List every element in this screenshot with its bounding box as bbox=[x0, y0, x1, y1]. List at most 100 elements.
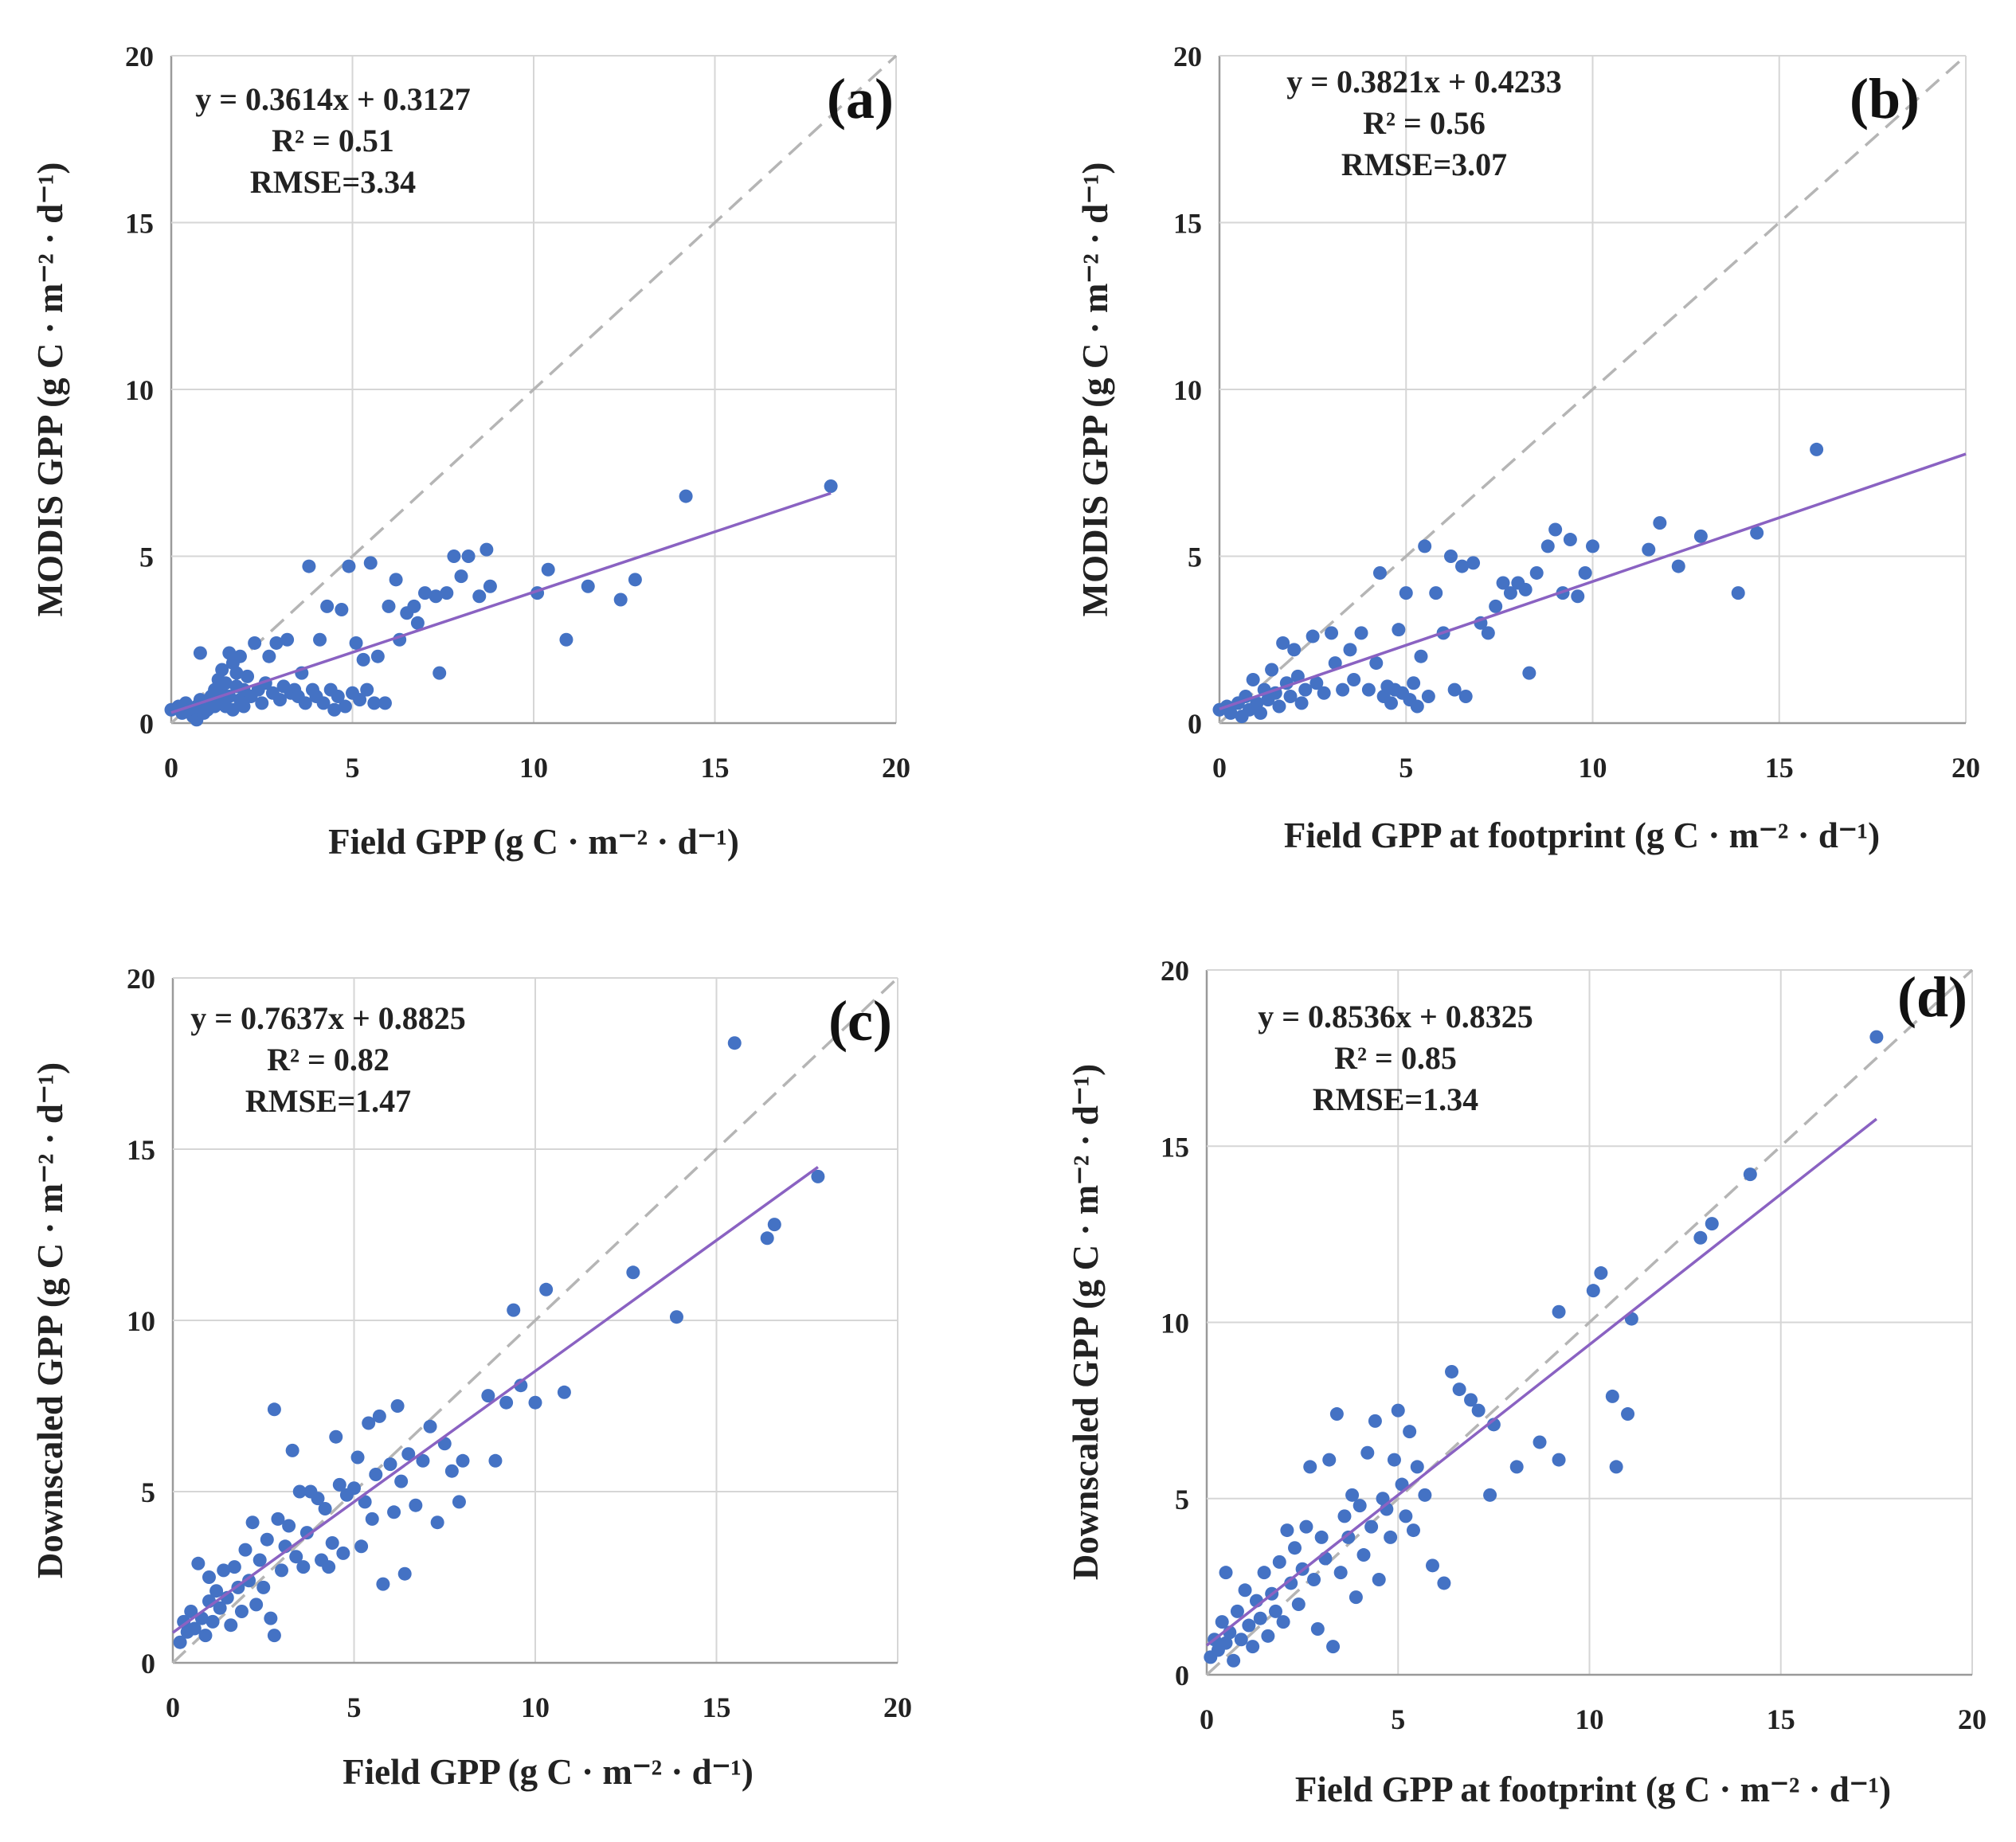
data-point-c bbox=[557, 1385, 571, 1399]
data-point-b bbox=[1578, 565, 1592, 580]
rmse-a: RMSE=3.34 bbox=[250, 164, 416, 200]
data-point-b bbox=[1317, 686, 1331, 700]
data-point-b bbox=[1466, 556, 1481, 570]
data-point-c bbox=[362, 1416, 376, 1430]
data-point-a bbox=[225, 702, 240, 717]
data-point-c bbox=[727, 1036, 742, 1050]
data-point-b bbox=[1306, 629, 1320, 643]
data-point-b bbox=[1418, 539, 1432, 553]
points-c bbox=[173, 1036, 825, 1649]
data-point-a bbox=[215, 663, 229, 677]
data-point-c bbox=[372, 1409, 386, 1423]
data-point-a bbox=[218, 676, 233, 690]
data-point-d bbox=[1609, 1460, 1623, 1474]
data-point-a bbox=[255, 696, 269, 710]
data-point-c bbox=[329, 1429, 343, 1444]
one-to-one-line-b bbox=[1218, 54, 1967, 725]
y-tick-label-b: 10 bbox=[1173, 374, 1202, 406]
x-tick-label-d: 20 bbox=[1958, 1703, 1987, 1735]
data-point-d bbox=[1391, 1403, 1405, 1418]
data-point-c bbox=[285, 1443, 299, 1457]
data-point-c bbox=[397, 1566, 412, 1581]
data-point-b bbox=[1518, 582, 1533, 596]
points-d bbox=[1204, 1030, 1884, 1668]
data-point-d bbox=[1314, 1530, 1329, 1544]
data-point-c bbox=[217, 1563, 231, 1578]
data-point-a bbox=[342, 559, 356, 573]
data-point-c bbox=[347, 1481, 361, 1496]
data-point-c bbox=[292, 1484, 307, 1499]
x-axis-label-b: Field GPP at footprint (g C · m⁻² · d⁻¹) bbox=[1284, 815, 1880, 855]
points-b bbox=[1212, 442, 1824, 724]
data-point-a bbox=[241, 669, 255, 683]
y-tick-label-d: 0 bbox=[1175, 1660, 1189, 1691]
data-point-a bbox=[541, 562, 555, 577]
data-point-a bbox=[327, 702, 342, 717]
data-point-b bbox=[1328, 656, 1342, 671]
data-point-d bbox=[1533, 1435, 1547, 1449]
data-point-d bbox=[1276, 1615, 1290, 1629]
data-point-d bbox=[1349, 1590, 1363, 1605]
data-point-a bbox=[335, 603, 349, 617]
data-point-b bbox=[1325, 626, 1339, 640]
data-point-d bbox=[1705, 1217, 1719, 1231]
data-point-d bbox=[1406, 1523, 1420, 1538]
data-point-c bbox=[488, 1453, 503, 1468]
data-point-d bbox=[1268, 1604, 1282, 1618]
data-point-b bbox=[1265, 663, 1279, 677]
data-point-a bbox=[356, 652, 370, 667]
data-point-a bbox=[447, 549, 461, 563]
data-point-b bbox=[1309, 676, 1324, 690]
data-point-d bbox=[1234, 1633, 1248, 1647]
x-axis-label-a: Field GPP (g C · m⁻² · d⁻¹) bbox=[328, 822, 739, 862]
panel-a: 0 5 10 15 20 0 5 10 15 20 y = 0.3614x + 0.3127 R²… bbox=[30, 41, 910, 862]
one-to-one-line-a bbox=[170, 54, 898, 725]
equation-d: y = 0.8536x + 0.8325 bbox=[1258, 999, 1533, 1034]
data-point-c bbox=[249, 1598, 264, 1612]
data-point-c bbox=[242, 1574, 256, 1588]
data-point-a bbox=[229, 666, 244, 680]
rmse-d: RMSE=1.34 bbox=[1313, 1081, 1478, 1117]
data-point-a bbox=[353, 693, 367, 707]
r2-b: R² = 0.56 bbox=[1363, 105, 1486, 141]
data-point-d bbox=[1376, 1492, 1390, 1506]
panel-label-c: (c) bbox=[828, 989, 892, 1053]
data-point-a bbox=[480, 542, 494, 557]
data-point-a bbox=[193, 646, 207, 660]
panel-label-b: (b) bbox=[1850, 67, 1920, 131]
data-point-a bbox=[613, 592, 628, 607]
data-point-d bbox=[1552, 1453, 1566, 1467]
x-tick-label-a: 0 bbox=[164, 752, 178, 784]
data-point-b bbox=[1343, 643, 1357, 657]
y-axis-label-c: Downscaled GPP (g C · m⁻² · d⁻¹) bbox=[30, 1062, 70, 1578]
x-tick-label-c: 5 bbox=[347, 1691, 362, 1723]
data-point-d bbox=[1410, 1460, 1424, 1474]
data-point-d bbox=[1219, 1566, 1233, 1580]
data-point-b bbox=[1810, 442, 1824, 456]
data-point-a bbox=[331, 689, 345, 703]
data-point-b bbox=[1369, 656, 1384, 671]
data-point-c bbox=[401, 1447, 416, 1461]
x-tick-label-c: 15 bbox=[703, 1691, 731, 1723]
x-tick-label-c: 10 bbox=[521, 1691, 550, 1723]
data-point-c bbox=[394, 1474, 409, 1488]
data-point-a bbox=[370, 649, 385, 663]
data-point-c bbox=[376, 1577, 390, 1591]
data-point-d bbox=[1586, 1284, 1600, 1298]
data-point-c bbox=[767, 1218, 781, 1232]
data-point-d bbox=[1452, 1382, 1466, 1397]
panel-d: 0 5 10 15 20 0 5 10 15 20 y = 0.8536x + 0.8325 R²… bbox=[1066, 955, 1987, 1809]
data-point-d bbox=[1307, 1573, 1321, 1587]
y-tick-label-d: 15 bbox=[1161, 1131, 1189, 1163]
data-point-a bbox=[248, 636, 262, 650]
data-point-a bbox=[581, 579, 595, 593]
data-point-c bbox=[390, 1399, 405, 1413]
data-point-c bbox=[209, 1584, 224, 1598]
data-point-c bbox=[409, 1498, 423, 1512]
r2-a: R² = 0.51 bbox=[272, 123, 394, 158]
data-point-c bbox=[416, 1453, 430, 1468]
data-point-c bbox=[267, 1402, 281, 1417]
data-point-a bbox=[418, 586, 432, 600]
data-point-b bbox=[1294, 696, 1309, 710]
